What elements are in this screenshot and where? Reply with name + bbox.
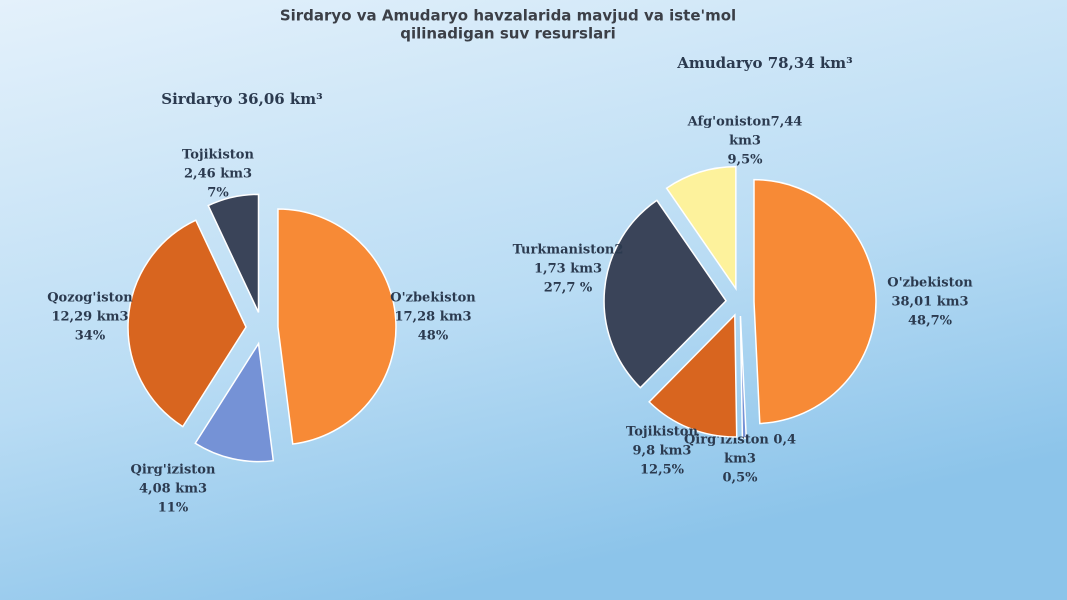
chart-title: Sirdaryo 36,06 km³ [161,90,323,108]
slice-label: Tojikiston [182,148,254,163]
slice-label: 1,73 km3 [534,262,602,277]
slice-label: 12,29 km3 [51,310,128,325]
slice-label: 9,8 km3 [633,444,692,459]
slice-label: Qozog'iston [47,291,133,306]
slice-label: km3 [724,452,756,467]
slice-label: O'zbekiston [390,291,476,306]
pie-slice [665,165,737,292]
slice-label: 48,7% [908,314,953,329]
slice-label: 38,01 km3 [891,295,968,310]
slice-label: 0,5% [723,471,759,486]
pie-slice [207,193,260,313]
slice-label: Qirg'iziston 0,4 [684,433,796,448]
slice-label: O'zbekiston [887,276,973,291]
pie-slice [277,208,397,445]
slice-label: 12,5% [640,463,685,478]
slice-label: 34% [75,329,106,344]
slice-label: Afg'oniston7,44 [687,115,803,130]
slice-label: km3 [729,134,761,149]
slice-label: 48% [418,329,449,344]
slide-title: Sirdaryo va Amudaryo havzalarida mavjud … [280,7,736,25]
slice-label: 7% [207,186,229,201]
slice-label: Tojikiston [626,425,698,440]
slice-label: Qirg'iziston [131,463,216,478]
slice-label: 27,7 % [544,281,593,296]
chart-title: Amudaryo 78,34 km³ [676,54,853,72]
pie-slice [194,341,275,463]
slide-title: qilinadigan suv resurslari [400,25,616,43]
slice-label: 11% [158,501,189,516]
pie-slice [753,178,877,425]
slice-label: Turkmaniston2 [513,243,624,258]
slice-label: 17,28 km3 [394,310,471,325]
slice-label: 2,46 km3 [184,167,252,182]
slice-label: 4,08 km3 [139,482,207,497]
pie-slice [603,199,728,389]
slice-label: 9,5% [728,153,764,168]
pie-slice [648,313,738,438]
pie-slice [127,219,247,428]
pie-slice [739,315,748,439]
